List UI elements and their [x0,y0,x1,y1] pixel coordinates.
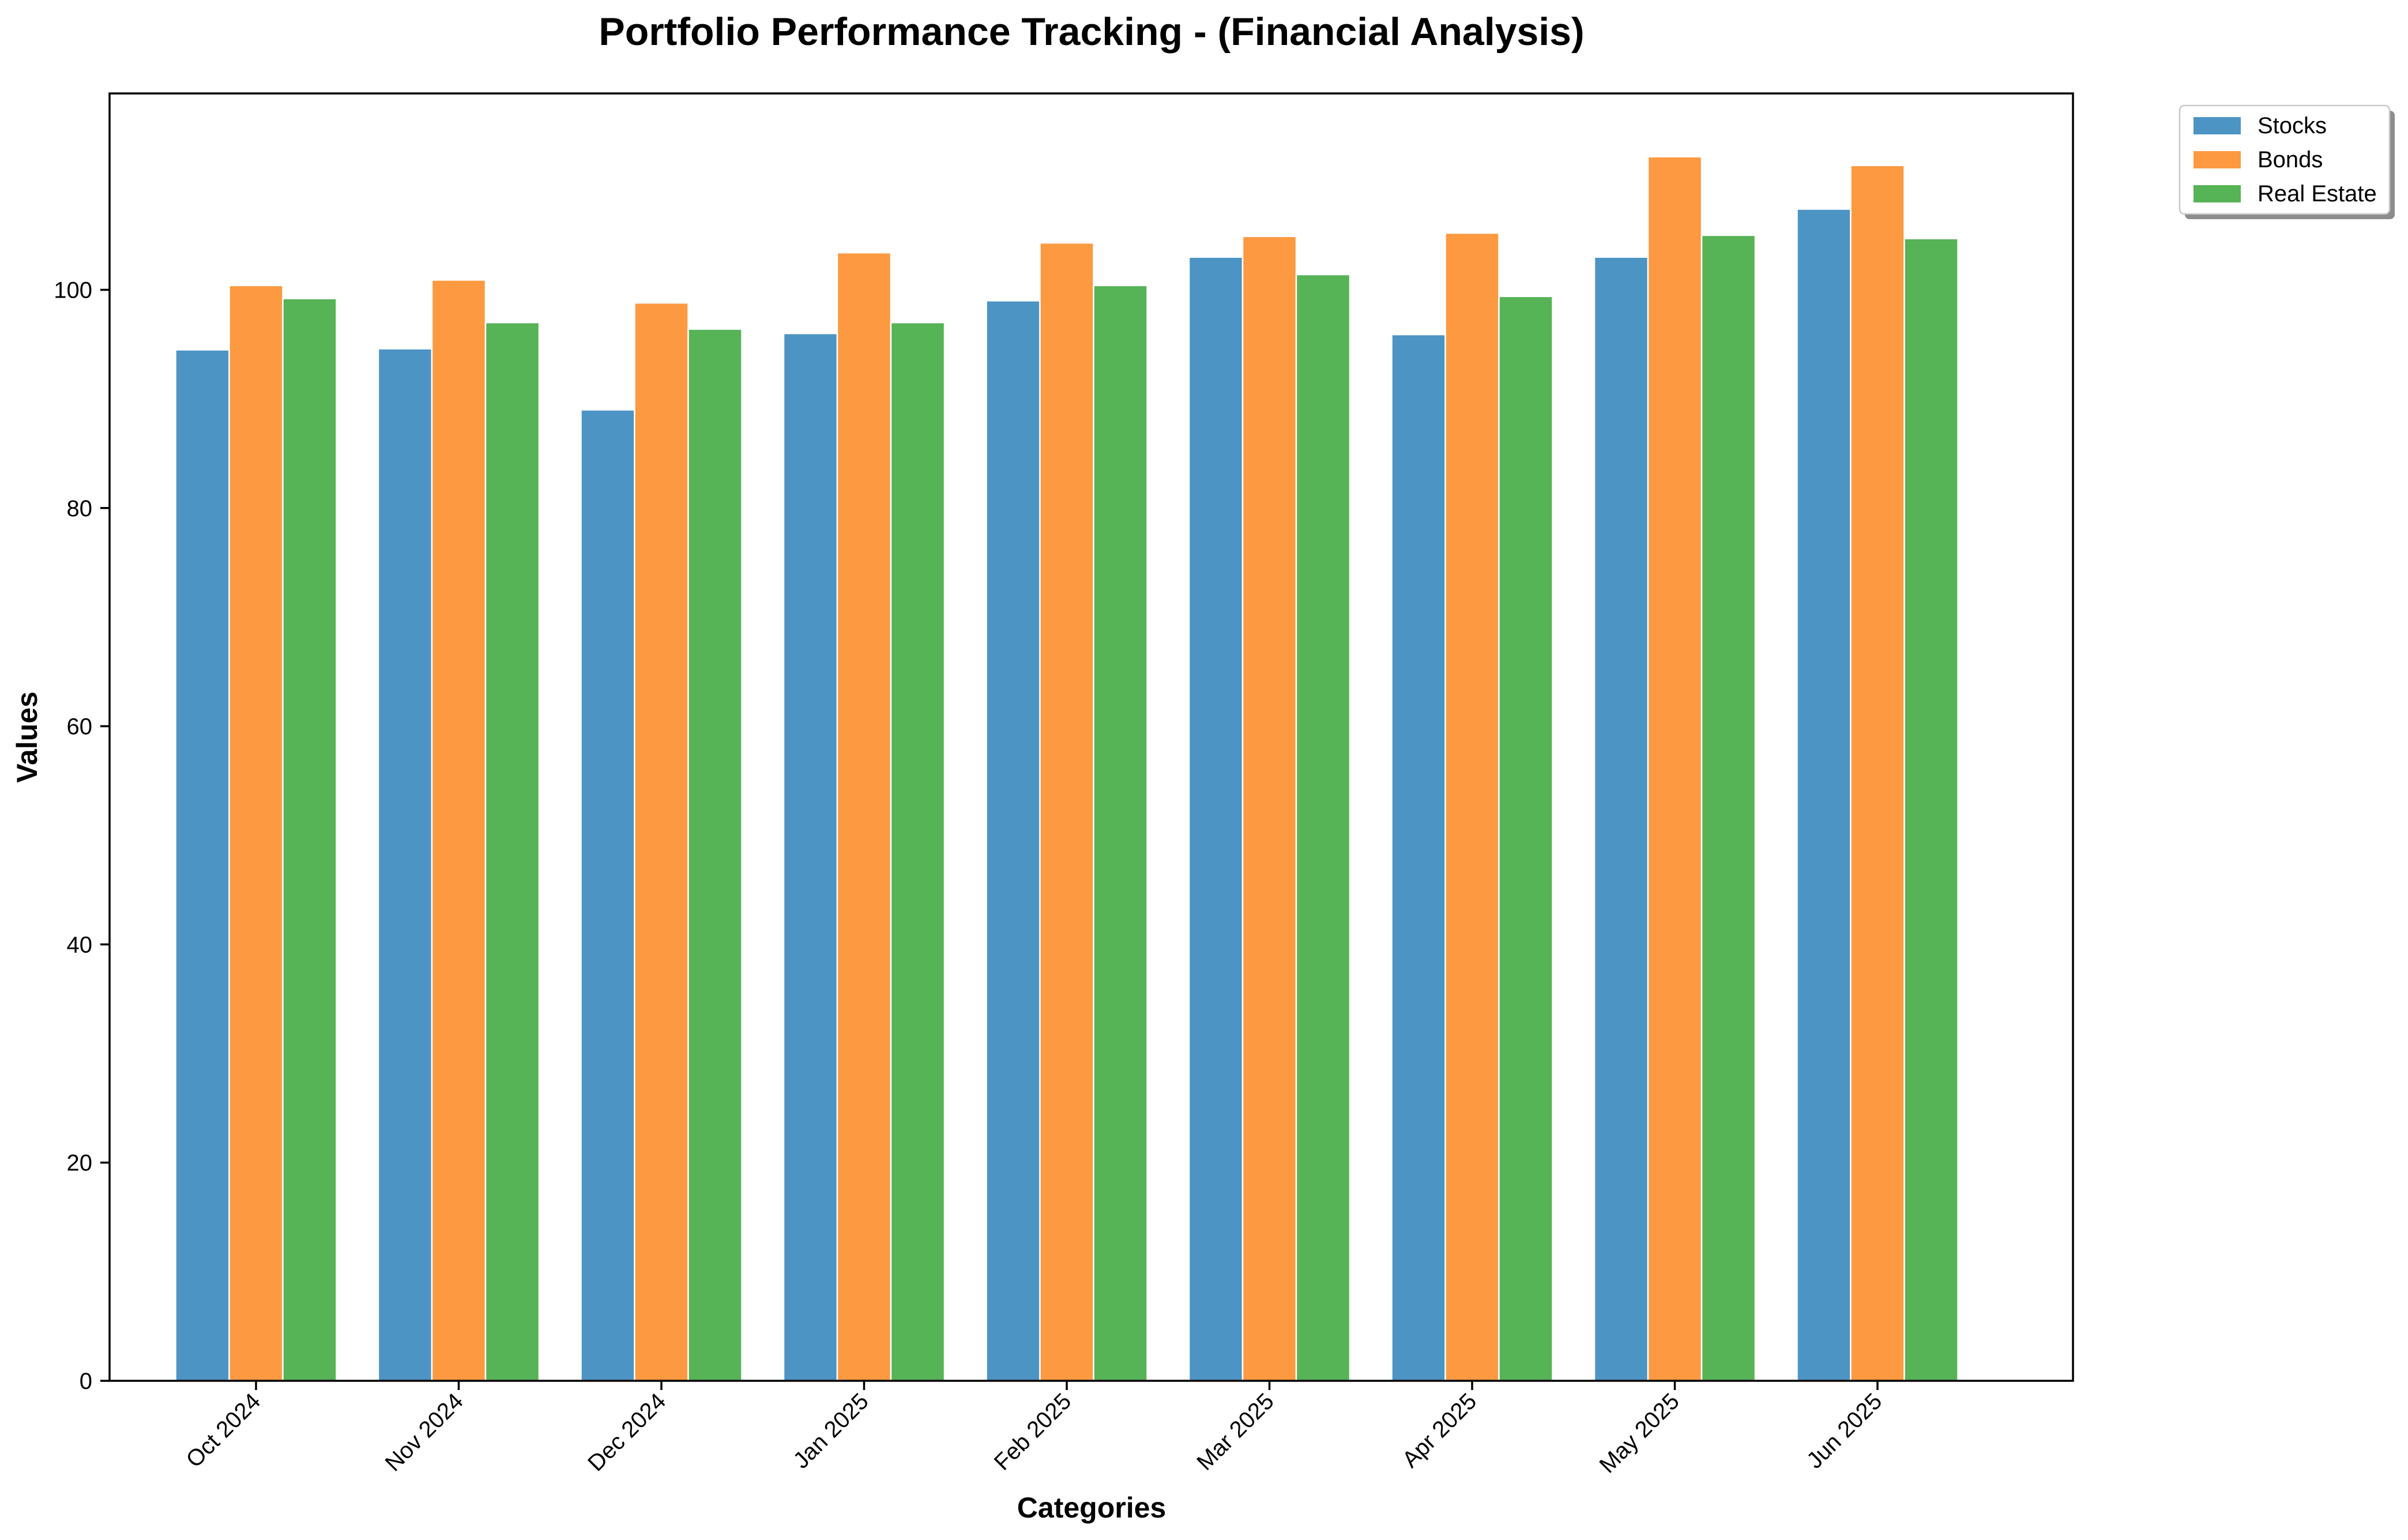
bar-stocks-mar-2025 [1188,256,1244,1382]
legend: Stocks Bonds Real Estate [2179,104,2395,219]
y-tick-label-40: 40 [67,932,93,957]
legend-swatch-stocks [2193,117,2241,134]
legend-swatch-bonds [2193,151,2241,168]
bar-stocks-nov-2024 [377,348,433,1382]
bar-bonds-feb-2025 [1039,242,1094,1382]
bar-bonds-jun-2025 [1850,164,1905,1382]
bar-real-estate-nov-2024 [484,321,540,1382]
plot-frame [108,92,2074,1382]
y-tick-label-100: 100 [54,277,92,303]
legend-label-real-estate: Real Estate [2258,181,2377,206]
bar-bonds-apr-2025 [1444,232,1500,1382]
bar-real-estate-jan-2025 [890,321,946,1382]
bar-stocks-dec-2024 [580,409,635,1382]
chart-title: Portfolio Performance Tracking - (Financ… [599,10,1584,54]
bar-stocks-jun-2025 [1796,208,1852,1382]
bar-real-estate-mar-2025 [1295,273,1351,1382]
bar-bonds-jan-2025 [836,251,892,1382]
y-tick-label-0: 0 [80,1369,92,1394]
legend-label-bonds: Bonds [2258,147,2323,172]
y-tick-label-20: 20 [67,1151,93,1176]
bar-bonds-dec-2024 [634,302,689,1382]
bar-bonds-oct-2024 [228,284,284,1382]
y-tick-label-60: 60 [67,714,93,739]
bar-real-estate-may-2025 [1700,234,1756,1382]
bar-real-estate-jun-2025 [1903,238,1959,1382]
x-axis-label: Categories [1017,1492,1166,1524]
bar-stocks-feb-2025 [985,300,1041,1382]
bar-real-estate-feb-2025 [1093,284,1148,1382]
bar-bonds-nov-2024 [431,279,487,1382]
bar-bonds-mar-2025 [1241,235,1297,1382]
y-tick-label-80: 80 [67,496,93,521]
bar-stocks-may-2025 [1593,256,1649,1382]
bar-real-estate-apr-2025 [1498,295,1553,1382]
bar-stocks-oct-2024 [175,349,230,1382]
plot-area [175,156,1959,1382]
y-axis-ticks: 0 20 40 60 80 100 [54,277,110,1394]
bar-real-estate-oct-2024 [282,298,337,1382]
bar-stocks-apr-2025 [1391,333,1446,1382]
legend-swatch-real-estate [2193,185,2241,202]
legend-label-stocks: Stocks [2258,113,2327,138]
bar-real-estate-dec-2024 [687,328,743,1382]
bar-stocks-jan-2025 [782,332,838,1382]
bar-bonds-may-2025 [1647,156,1703,1382]
y-axis-label: Values [11,692,43,783]
